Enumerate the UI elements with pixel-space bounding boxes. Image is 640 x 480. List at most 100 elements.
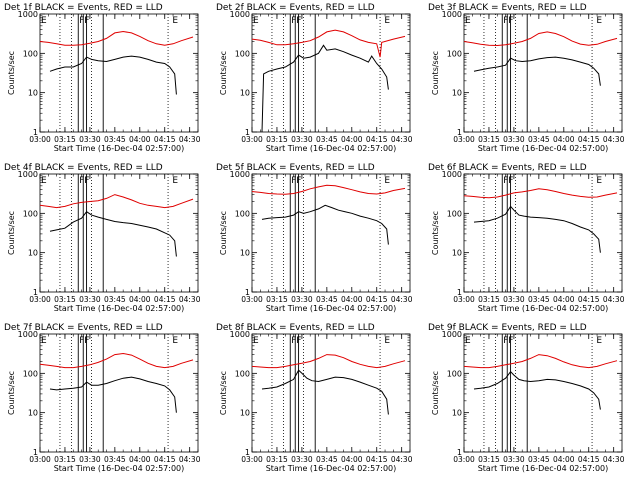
detector-panel-1: Det 1f BLACK = Events, RED = LLD F F E E 1 10 1… [4,3,201,153]
x-tick-label: 03:30 [503,135,525,144]
panel-title: Det 8f BLACK = Events, RED = LLD [216,323,375,333]
panel-title: Det 5f BLACK = Events, RED = LLD [216,163,375,173]
x-tick-label: 04:30 [603,135,625,144]
y-tick-label: 1 [245,288,250,297]
y-axis-label: Counts/sec [219,371,228,415]
panel-title: Det 9f BLACK = Events, RED = LLD [428,323,587,333]
y-tick-label: 100 [447,49,462,58]
x-tick-label: 04:00 [341,455,363,464]
x-tick-label: 04:30 [391,135,413,144]
x-axis-label: Start Time (16-Dec-04 02:57:00) [266,304,397,313]
x-tick-label: 03:30 [503,455,525,464]
x-tick-label: 04:15 [366,295,388,304]
flare-marker-label: F [84,16,89,26]
flare-marker-label: F [508,336,513,346]
x-tick-label: 03:45 [316,455,338,464]
y-tick-label: 1 [457,448,462,457]
x-tick-label: 03:00 [241,455,263,464]
flare-marker-label: F [508,176,513,186]
x-axis-label: Start Time (16-Dec-04 02:57:00) [54,304,185,313]
x-tick-label: 03:15 [478,135,500,144]
y-axis-label: Counts/sec [219,51,228,95]
y-tick-label: 10 [28,89,38,98]
flare-marker-label: F [79,16,84,26]
flare-marker-label: F [508,16,513,26]
y-axis-label: Counts/sec [431,51,440,95]
x-axis-label: Start Time (16-Dec-04 02:57:00) [54,144,185,153]
x-tick-label: 04:00 [553,135,575,144]
detector-panel-7: Det 7f BLACK = Events, RED = LLD F F E E 1 10 1… [4,323,201,473]
x-tick-label: 04:15 [366,455,388,464]
plot-frame [463,333,623,453]
x-tick-label: 03:00 [241,135,263,144]
event-marker-label: E [41,176,47,186]
flare-marker-label: F [296,336,301,346]
flare-marker-label: F [291,336,296,346]
panel-title: Det 6f BLACK = Events, RED = LLD [428,163,587,173]
lld-series-line [251,184,406,195]
y-axis-label: Counts/sec [7,51,16,95]
x-tick-label: 03:00 [29,135,51,144]
x-tick-label: 04:00 [341,135,363,144]
lld-series-line [39,30,194,46]
x-tick-label: 04:15 [578,295,600,304]
x-axis-label: Start Time (16-Dec-04 02:57:00) [478,304,609,313]
x-tick-label: 03:00 [453,455,475,464]
x-tick-label: 03:30 [291,295,313,304]
x-tick-label: 03:45 [104,135,126,144]
x-tick-label: 04:30 [603,295,625,304]
y-tick-label: 1 [33,448,38,457]
detector-panel-5: Det 5f BLACK = Events, RED = LLD F F E 1 10 10… [216,163,413,313]
x-tick-label: 03:00 [453,295,475,304]
events-series-line [261,369,389,415]
x-tick-label: 03:15 [478,455,500,464]
lld-series-line [251,29,406,58]
y-tick-label: 100 [235,49,250,58]
event-marker-label: E [172,176,178,186]
event-marker-label: E [596,176,602,186]
x-axis-label: Start Time (16-Dec-04 02:57:00) [478,144,609,153]
detector-panel-2: Det 2f BLACK = Events, RED = LLD F F E E 1 10 1… [216,3,413,153]
plot-frame [251,173,411,293]
x-tick-label: 03:15 [54,135,76,144]
flare-marker-label: F [291,176,296,186]
plot-frame [463,173,623,293]
y-tick-label: 1000 [442,170,462,179]
x-tick-label: 04:15 [578,135,600,144]
x-tick-label: 04:30 [603,455,625,464]
y-tick-label: 100 [235,209,250,218]
x-tick-label: 03:45 [316,295,338,304]
y-axis-label: Counts/sec [7,211,16,255]
x-tick-label: 04:15 [578,455,600,464]
x-tick-label: 03:15 [54,455,76,464]
y-tick-label: 10 [28,249,38,258]
y-tick-label: 1000 [442,330,462,339]
event-marker-label: E [465,336,471,346]
y-tick-label: 1 [245,448,250,457]
x-tick-label: 04:30 [391,455,413,464]
plot-frame [39,173,199,293]
lld-series-line [463,31,618,47]
x-tick-label: 03:00 [29,295,51,304]
x-axis-label: Start Time (16-Dec-04 02:57:00) [266,144,397,153]
x-tick-label: 03:45 [528,455,550,464]
y-tick-label: 10 [452,409,462,418]
panel-title: Det 7f BLACK = Events, RED = LLD [4,323,163,333]
event-marker-label: E [384,176,390,186]
y-axis-label: Counts/sec [431,371,440,415]
x-tick-label: 04:00 [129,295,151,304]
x-tick-label: 04:00 [129,135,151,144]
y-tick-label: 1000 [230,10,250,19]
x-tick-label: 04:30 [179,295,201,304]
x-tick-label: 03:00 [29,455,51,464]
plot-frame [39,333,199,453]
events-series-line [261,204,389,245]
x-tick-label: 03:45 [104,295,126,304]
x-tick-label: 03:15 [266,455,288,464]
x-tick-label: 03:15 [266,295,288,304]
y-tick-label: 1 [457,288,462,297]
x-tick-label: 04:00 [553,455,575,464]
flare-marker-label: F [291,16,296,26]
lld-series-line [463,188,618,199]
